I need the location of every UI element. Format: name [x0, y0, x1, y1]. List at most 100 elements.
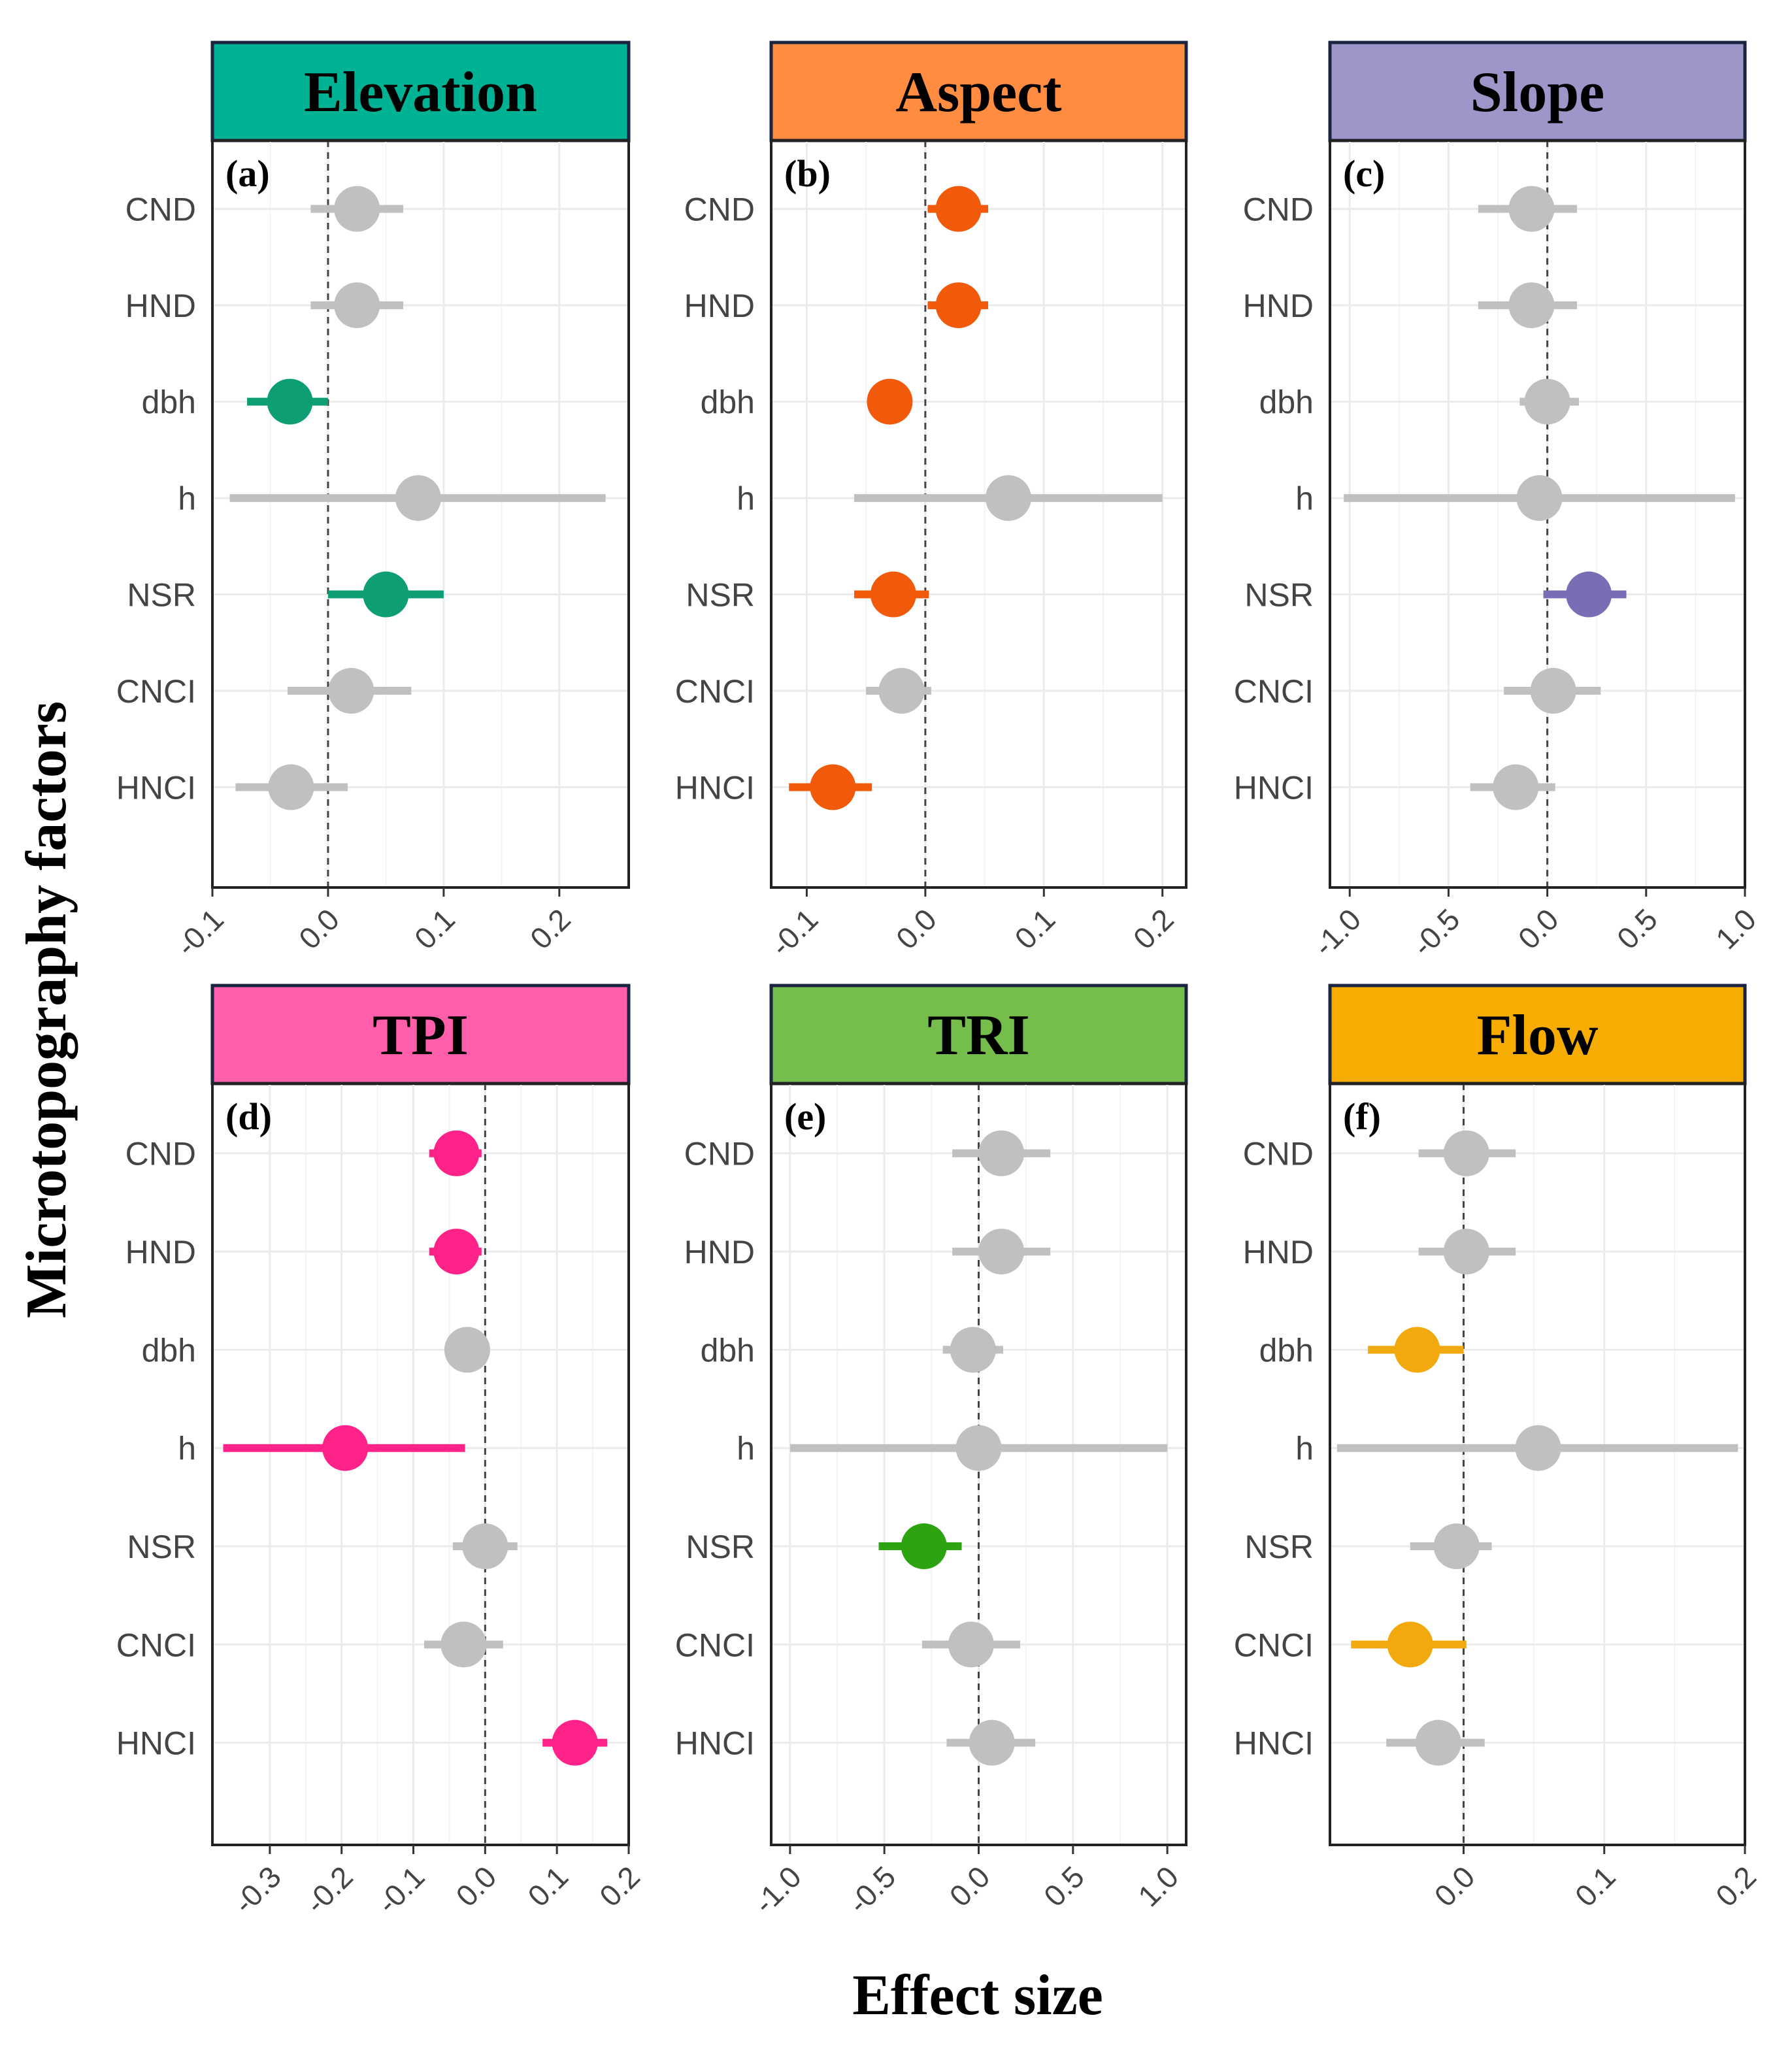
category-label-hnci: HNCI	[1234, 770, 1314, 806]
panel-border	[770, 139, 1187, 889]
category-label-cnci: CNCI	[1234, 1627, 1314, 1663]
panel-label: (e)	[784, 1095, 826, 1138]
panel-elevation: Elevation CND HND dbh h NSR CNCI HNCI (a) -0.1 0.0…	[116, 41, 631, 963]
panel-border	[1329, 139, 1746, 889]
point-estimate-nsr	[870, 571, 916, 618]
x-tick-label: 0.2	[593, 1859, 646, 1913]
category-label-nsr: NSR	[686, 577, 755, 614]
category-label-nsr: NSR	[127, 577, 196, 614]
category-label-h: h	[178, 480, 196, 517]
category-label-cnci: CNCI	[675, 673, 755, 710]
point-estimate-nsr	[462, 1523, 508, 1570]
point-estimate-hnd	[1443, 1229, 1489, 1275]
x-tick-label: -0.2	[299, 1859, 359, 1920]
category-label-h: h	[178, 1431, 196, 1467]
y-axis-title: Microtopography factors	[15, 701, 78, 1318]
x-tick-label: -1.0	[1306, 902, 1367, 963]
panel-header-strip	[1328, 41, 1747, 142]
x-tick-label: -0.5	[841, 1859, 902, 1920]
point-estimate-hnd	[1508, 282, 1555, 329]
category-label-cnd: CND	[1243, 191, 1314, 228]
point-estimate-hnd	[978, 1229, 1025, 1275]
panel-header-strip	[210, 41, 631, 142]
category-label-h: h	[1295, 480, 1314, 517]
panel-flow: Flow CND HND dbh h NSR CNCI HNCI (f) 0.0 0.1 0.2	[1234, 984, 1763, 1913]
x-tick-label: 0.1	[1568, 1859, 1622, 1913]
x-tick-label: 1.0	[1131, 1859, 1185, 1913]
category-label-dbh: dbh	[1259, 1332, 1314, 1368]
x-tick-label: 0.2	[1127, 902, 1180, 955]
x-tick-label: 0.2	[1709, 1859, 1763, 1913]
panel-title: Flow	[1477, 1004, 1599, 1067]
x-tick-label: -0.5	[1406, 902, 1467, 963]
point-estimate-hnci	[969, 1719, 1015, 1766]
panel-label: (f)	[1343, 1095, 1381, 1138]
point-estimate-h	[322, 1425, 369, 1471]
panel-border	[211, 1082, 630, 1846]
panel-title: Slope	[1470, 61, 1604, 124]
panel-label: (c)	[1343, 152, 1385, 195]
point-estimate-h	[1516, 475, 1563, 522]
point-estimate-cnci	[328, 668, 374, 714]
x-tick-label: 0.0	[449, 1859, 503, 1913]
panel-title: TPI	[373, 1004, 469, 1067]
panel-label: (a)	[225, 152, 270, 195]
category-label-hnci: HNCI	[1234, 1725, 1314, 1762]
category-label-hnd: HND	[684, 1234, 755, 1270]
category-label-hnd: HND	[1243, 1234, 1314, 1270]
category-label-hnci: HNCI	[675, 770, 755, 806]
x-tick-label: -0.3	[227, 1859, 288, 1920]
panel-header-strip	[769, 41, 1188, 142]
point-estimate-cnd	[1508, 186, 1555, 232]
category-label-hnd: HND	[125, 1234, 196, 1270]
category-label-dbh: dbh	[142, 384, 196, 421]
category-label-dbh: dbh	[142, 1332, 196, 1368]
point-estimate-h	[395, 475, 441, 522]
category-label-h: h	[737, 480, 755, 517]
x-tick-label: 0.5	[1037, 1859, 1091, 1913]
category-label-cnd: CND	[1243, 1136, 1314, 1172]
category-label-dbh: dbh	[701, 1332, 755, 1368]
panel-header-strip	[769, 984, 1188, 1086]
category-label-h: h	[737, 1431, 755, 1467]
point-estimate-nsr	[1433, 1523, 1480, 1570]
x-tick-label: 0.0	[1512, 902, 1565, 955]
x-tick-label: -0.1	[764, 902, 825, 963]
panel-aspect: Aspect CND HND dbh h NSR CNCI HNCI (b) -0.1 0.0 0.1…	[675, 41, 1188, 963]
panel-tri: TRI CND HND dbh h NSR CNCI HNCI (e) -1.0 -0.5 0.0 0.…	[675, 984, 1188, 1920]
point-estimate-hnci	[268, 764, 314, 810]
point-estimate-cnci	[1387, 1621, 1433, 1668]
x-tick-label: -0.1	[371, 1859, 431, 1920]
x-tick-label: 0.0	[1428, 1859, 1482, 1913]
panel-title: TRI	[927, 1004, 1030, 1067]
point-estimate-nsr	[901, 1523, 947, 1570]
point-estimate-hnci	[1415, 1719, 1461, 1766]
panel-border	[1329, 1082, 1746, 1846]
point-estimate-cnci	[440, 1621, 487, 1668]
point-estimate-hnci	[552, 1719, 598, 1766]
x-tick-label: 0.0	[943, 1859, 997, 1913]
point-estimate-hnd	[935, 282, 982, 329]
category-label-hnd: HND	[1243, 288, 1314, 324]
category-label-dbh: dbh	[701, 384, 755, 421]
point-estimate-hnci	[1493, 764, 1539, 810]
category-label-hnd: HND	[684, 288, 755, 324]
panels-group: Elevation CND HND dbh h NSR CNCI HNCI (a) -0.1 0.0…	[116, 41, 1763, 1920]
panel-slope: Slope CND HND dbh h NSR CNCI HNCI (c) -1.0 -0.5 0.0…	[1234, 41, 1763, 963]
point-estimate-cnci	[1530, 668, 1576, 714]
x-tick-label: 0.2	[523, 902, 577, 955]
x-tick-label: 0.5	[1610, 902, 1664, 955]
panel-title: Elevation	[304, 61, 537, 124]
point-estimate-hnci	[810, 764, 856, 810]
point-estimate-h	[985, 475, 1031, 522]
panel-tpi: TPI CND HND dbh h NSR CNCI HNCI (d) -0.3 -0.2 -0.1 0…	[116, 984, 646, 1920]
panel-header-strip	[210, 984, 631, 1086]
category-label-cnd: CND	[684, 191, 755, 228]
panel-border	[211, 139, 630, 889]
category-label-cnd: CND	[684, 1136, 755, 1172]
point-estimate-cnd	[1443, 1130, 1489, 1176]
category-label-cnd: CND	[125, 191, 196, 228]
category-label-nsr: NSR	[686, 1529, 755, 1565]
point-estimate-nsr	[363, 571, 409, 618]
